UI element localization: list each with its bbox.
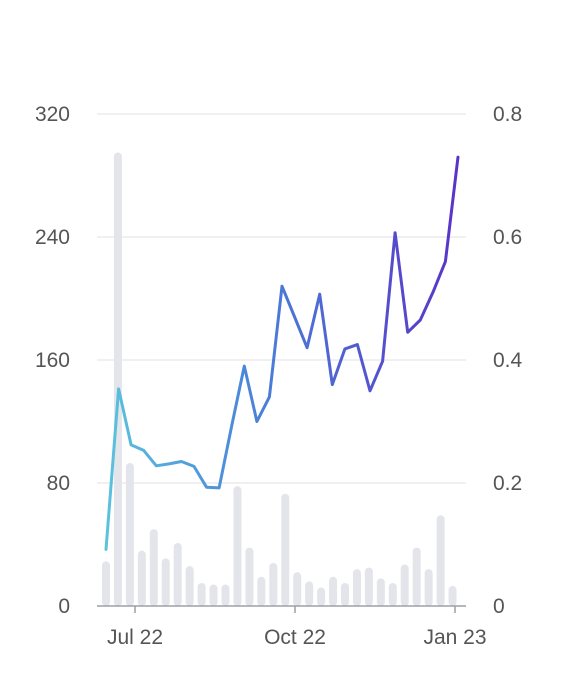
x-tick-label: Jan 23 (423, 626, 486, 649)
bar (257, 576, 266, 606)
right-tick-label: 0 (493, 595, 505, 618)
bar (388, 582, 397, 606)
bar (400, 564, 409, 606)
bar (137, 550, 146, 606)
bar (245, 547, 254, 606)
bar (197, 582, 206, 606)
bar (233, 486, 242, 606)
bar (448, 586, 457, 606)
left-tick-label: 160 (35, 349, 70, 372)
bar (185, 566, 194, 606)
x-tick-label: Jul 22 (107, 626, 163, 649)
bar (376, 578, 385, 606)
bar (364, 567, 373, 606)
line-series (104, 155, 460, 551)
line-path (104, 155, 460, 551)
bar (221, 584, 230, 606)
bar (352, 569, 361, 606)
bar (173, 542, 182, 606)
x-axis: Jul 22 Oct 22 Jan 23 (97, 605, 487, 649)
bar (149, 529, 158, 606)
left-tick-label: 320 (35, 103, 70, 126)
left-tick-label: 240 (35, 226, 70, 249)
bar (305, 581, 314, 606)
bar (269, 562, 278, 606)
bar (424, 569, 433, 606)
right-tick-label: 0.2 (493, 472, 522, 495)
bar (113, 152, 122, 606)
x-tick-label: Oct 22 (264, 626, 326, 649)
left-axis: 0 80 160 240 320 (35, 103, 70, 618)
bar (317, 587, 326, 606)
grid-lines (97, 113, 466, 484)
bar (102, 561, 110, 606)
bar (281, 493, 290, 606)
bar (329, 576, 338, 606)
bar (125, 463, 134, 606)
bar (341, 582, 349, 606)
bar (412, 547, 421, 606)
right-tick-label: 0.4 (493, 349, 523, 372)
bar (436, 515, 445, 606)
right-tick-label: 0.8 (493, 103, 522, 126)
left-tick-label: 0 (58, 595, 70, 618)
bar-series (102, 152, 457, 606)
left-tick-label: 80 (47, 472, 70, 495)
right-tick-label: 0.6 (493, 226, 522, 249)
bar (293, 572, 302, 606)
bar (209, 584, 218, 606)
right-axis: 0 0.2 0.4 0.6 0.8 (493, 103, 523, 618)
bar (161, 558, 170, 606)
